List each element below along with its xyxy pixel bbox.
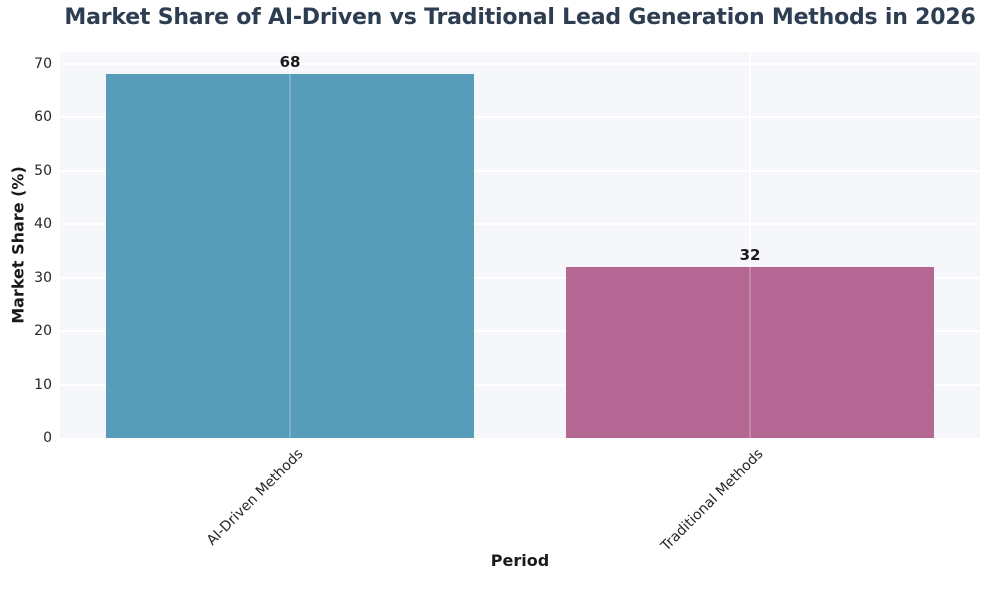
gridline-x-overlay-0 (289, 52, 291, 438)
y-tick-60: 60 (34, 109, 52, 125)
y-tick-50: 50 (34, 162, 52, 179)
gridline-y-30 (60, 276, 980, 279)
gridline-y-10 (60, 383, 980, 386)
bar-value-label-1: 32 (739, 245, 761, 264)
bar-0 (106, 74, 474, 438)
gridline-x-overlay-1 (749, 52, 751, 438)
chart-title: Market Share of AI-Driven vs Traditional… (64, 5, 976, 30)
y-tick-20: 20 (34, 323, 52, 339)
x-tick-label-1: Traditional Methods (658, 446, 767, 555)
y-tick-70: 70 (34, 55, 52, 72)
gridline-y-50 (60, 169, 980, 172)
y-tick-10: 10 (34, 376, 52, 393)
bar-value-label-0: 68 (279, 53, 301, 72)
y-axis-label-text: Market Share (%) (8, 166, 28, 324)
gridline-y-60 (60, 116, 980, 118)
plot-area: 68 32 (60, 52, 980, 438)
x-tick-label-0: AI-Driven Methods (203, 446, 307, 549)
gridline-y-40 (60, 223, 980, 225)
gridline-y-70 (60, 62, 980, 65)
y-tick-40: 40 (34, 216, 52, 232)
bar-1 (566, 266, 934, 438)
gridline-x-1 (749, 52, 751, 438)
gridline-y-20 (60, 330, 980, 332)
y-tick-30: 30 (34, 269, 52, 286)
y-tick-0: 0 (43, 430, 52, 446)
x-axis-label: Period (490, 551, 550, 570)
